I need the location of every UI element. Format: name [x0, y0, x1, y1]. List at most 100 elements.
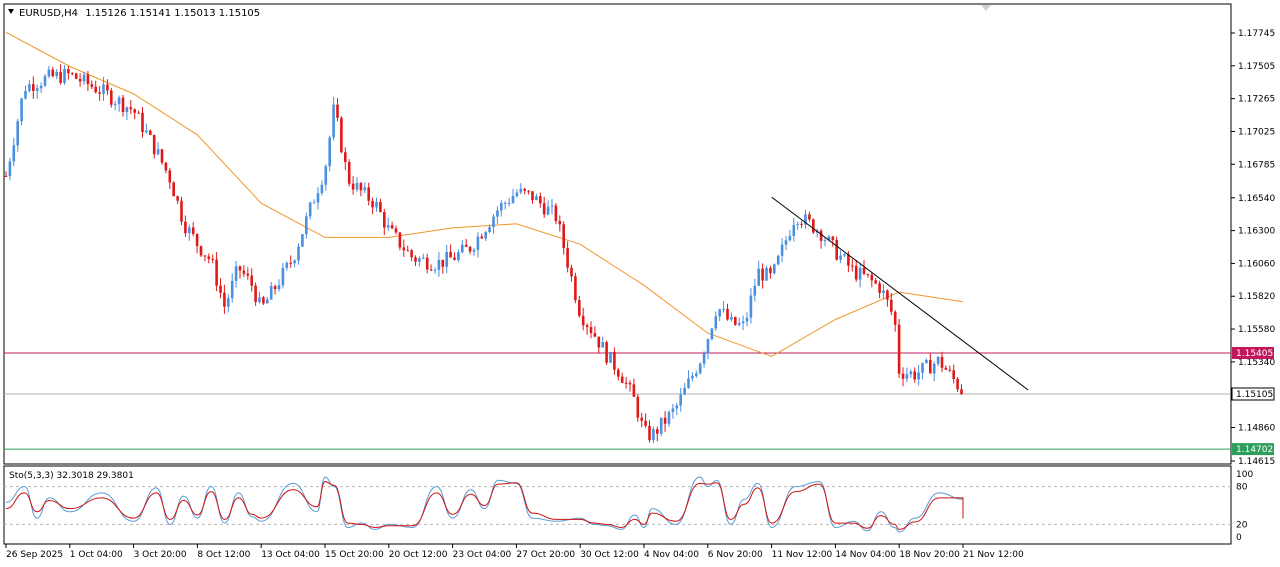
bull-candle: [535, 196, 538, 201]
bull-candle: [285, 262, 289, 268]
bull-candle: [12, 145, 16, 162]
bear-candle: [67, 69, 70, 74]
bull-candle: [305, 216, 308, 235]
bear-candle: [180, 200, 183, 222]
bear-candle: [90, 84, 94, 87]
symbol-label: EURUSD,H4: [19, 8, 78, 19]
bear-candle: [593, 333, 597, 337]
bull-candle: [297, 246, 300, 261]
bull-candle: [737, 323, 741, 325]
bull-candle: [43, 76, 47, 86]
bear-candle: [597, 336, 601, 348]
bear-candle: [398, 232, 402, 248]
bear-candle: [632, 384, 636, 397]
bull-candle: [102, 84, 105, 94]
bear-candle: [901, 373, 905, 379]
bull-candle: [496, 210, 499, 217]
bull-candle: [780, 244, 784, 256]
bear-candle: [554, 205, 558, 222]
bull-candle: [741, 321, 745, 324]
bull-candle: [667, 411, 671, 424]
bull-candle: [511, 196, 515, 203]
bull-candle: [230, 280, 234, 299]
bull-candle: [671, 408, 675, 412]
bear-candle: [835, 240, 838, 260]
bear-candle: [129, 107, 133, 110]
bear-candle: [254, 285, 257, 303]
bull-candle: [117, 97, 121, 104]
bull-candle: [921, 362, 924, 373]
bull-candle: [784, 240, 788, 245]
bear-candle: [110, 90, 113, 105]
bull-candle: [546, 206, 550, 215]
collapse-triangle-icon[interactable]: [981, 5, 991, 11]
bull-candle: [293, 260, 296, 264]
time-tick-label: 26 Sep 2025: [6, 550, 63, 560]
bear-candle: [628, 382, 632, 385]
time-tick-label: 23 Oct 04:00: [453, 550, 512, 560]
bull-candle: [145, 130, 148, 132]
bear-candle: [207, 256, 211, 259]
time-tick-label: 14 Nov 04:00: [835, 550, 896, 560]
bull-candle: [679, 394, 682, 406]
bear-candle: [425, 257, 429, 270]
bull-candle: [55, 71, 58, 77]
level-price-tag: [1232, 443, 1274, 456]
bull-candle: [258, 297, 261, 303]
bear-candle: [800, 223, 803, 225]
horizontal-levels: 1.15405 1.14702 1.15105: [4, 346, 1275, 456]
bull-candle: [63, 69, 66, 83]
bear-candle: [262, 297, 265, 304]
bull-candle: [484, 232, 487, 239]
bear-candle: [562, 224, 565, 249]
price-tick-label: 1.17745: [1238, 29, 1275, 39]
bull-candle: [266, 299, 269, 304]
price-tick-label: 1.15820: [1238, 292, 1275, 302]
bull-candle: [433, 269, 437, 271]
bull-candle: [39, 85, 43, 89]
bear-candle: [734, 317, 737, 325]
bull-candle: [730, 317, 733, 320]
bear-candle: [238, 266, 242, 271]
time-tick-label: 8 Oct 12:00: [197, 550, 250, 560]
bear-candle: [769, 267, 772, 274]
symbol-menu-arrow-icon[interactable]: [8, 9, 14, 14]
bear-candle: [98, 92, 101, 94]
bull-candle: [488, 227, 491, 233]
bull-candle: [234, 266, 238, 281]
bull-candle: [457, 252, 460, 260]
bear-candle: [952, 370, 955, 380]
bear-candle: [831, 236, 835, 241]
bear-candle: [199, 246, 203, 256]
bear-candle: [948, 369, 952, 371]
bull-candle: [773, 264, 776, 274]
bear-candle: [566, 248, 569, 268]
bull-candle: [437, 259, 441, 270]
oscillator-levels: [4, 486, 1231, 525]
bear-candle: [223, 292, 226, 307]
bull-candle: [823, 240, 827, 242]
bear-candle: [106, 84, 109, 91]
oscillator-tick-label: 100: [1236, 470, 1253, 480]
bear-candle: [558, 221, 562, 225]
price-tick-label: 1.16785: [1238, 160, 1275, 170]
bull-candle: [82, 74, 86, 82]
bull-candle: [745, 317, 749, 322]
candlestick-series: [4, 64, 963, 444]
bull-candle: [332, 104, 335, 138]
bear-candle: [480, 236, 484, 239]
bear-candle: [59, 71, 62, 83]
bear-candle: [866, 273, 870, 275]
svg-text:EURUSD,H4 1.15126 1.15141: EURUSD,H4 1.15126 1.15141 1.15013 1.1510…: [19, 8, 260, 19]
downtrend-line[interactable]: [771, 196, 1029, 391]
price-tick-label: 1.14860: [1238, 423, 1275, 433]
bear-candle: [539, 196, 542, 204]
bear-candle: [878, 283, 881, 293]
bear-candle: [137, 112, 140, 114]
bear-candle: [944, 367, 948, 370]
bull-candle: [20, 98, 23, 122]
bear-candle: [929, 359, 932, 374]
bear-candle: [51, 69, 55, 77]
bear-candle: [379, 201, 382, 212]
